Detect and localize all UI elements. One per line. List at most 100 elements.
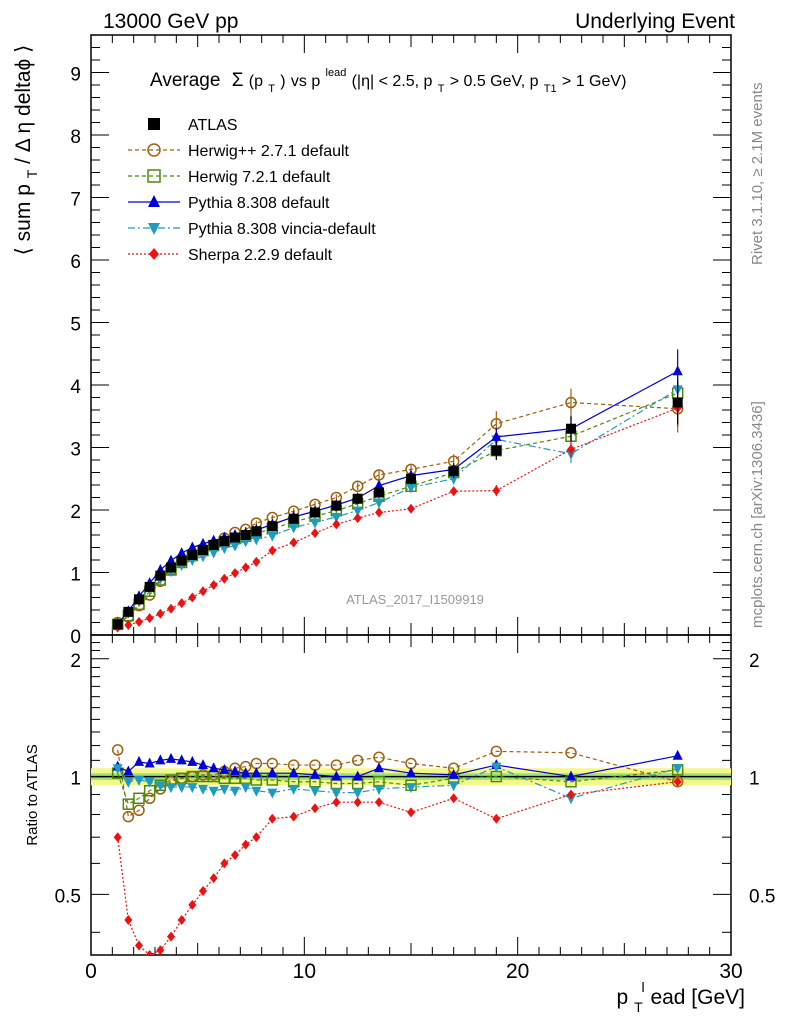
ratio-data-point [240, 783, 251, 794]
ratio-panel: 0.5 0.51 12 20 10 20 30 [55, 634, 775, 983]
data-point [267, 531, 278, 542]
data-point [155, 570, 166, 581]
data-point [166, 562, 176, 573]
data-point [230, 532, 240, 543]
main-y-tick-label: 3 [70, 440, 81, 461]
ratio-data-point [198, 759, 208, 770]
ratio-data-point [176, 783, 187, 794]
ratio-data-point [289, 811, 298, 822]
ratio-data-point [220, 858, 229, 869]
data-point [167, 603, 175, 614]
data-point [406, 473, 416, 484]
ratio-data-point [448, 781, 459, 792]
ratio-data-point [492, 813, 501, 824]
ratio-data-point [673, 776, 682, 787]
ratio-data-point [566, 770, 576, 781]
ratio-data-point [145, 950, 154, 955]
xlabel-sub: T [634, 999, 643, 1015]
main-y-tick-label: 6 [70, 252, 81, 273]
legend-label: ATLAS [188, 117, 238, 134]
legend-marker [147, 143, 161, 157]
ratio-data-point [407, 807, 415, 818]
data-point [351, 480, 364, 492]
ratio-data-point [134, 775, 144, 786]
ratio-data-point [310, 786, 320, 797]
data-point [251, 526, 262, 537]
data-point [144, 581, 155, 592]
ratio-series-line [117, 749, 678, 818]
data-point [449, 486, 458, 497]
data-point [491, 430, 502, 441]
legend-label: Herwig++ 2.7.1 default [188, 143, 350, 160]
ratio-data-point [672, 749, 683, 760]
ratio-data-point [449, 793, 458, 804]
legend-label: Pythia 8.308 default [188, 195, 330, 212]
ratio-data-point [311, 803, 319, 814]
data-point [208, 540, 219, 550]
data-point [220, 573, 229, 584]
mcplots-label: mcplots.cern.ch [arXiv:1306.3436] [749, 401, 766, 628]
ratio-data-point [112, 764, 123, 775]
data-point [310, 507, 320, 518]
main-y-tick-label: 5 [70, 315, 81, 336]
data-point [331, 512, 342, 523]
main-y-tick-label: 0 [70, 627, 81, 648]
ratio-data-point [134, 755, 144, 766]
data-point [374, 479, 384, 490]
main-y-axis-label: ⟨ sum p T / Δ η deltaϕ ⟩ [12, 45, 42, 256]
ratio-data-point [122, 810, 135, 823]
legend-label: Pythia 8.308 vincia-default [188, 221, 376, 238]
ratio-data-point [374, 784, 384, 795]
ratio-data-point [135, 940, 143, 951]
ratio-data-point [208, 786, 219, 797]
data-point [241, 562, 250, 573]
ratio-data-point [352, 770, 363, 781]
ratio-data-point [448, 768, 459, 779]
data-point [176, 547, 187, 558]
main-panel: 0 1 2 3 4 5 6 7 8 9 [70, 34, 732, 648]
data-point [187, 541, 198, 552]
title-t-sub: T [268, 83, 275, 95]
data-point [252, 556, 261, 567]
main-axis-ticks: 0 1 2 3 4 5 6 7 8 9 [70, 35, 732, 648]
ratio-data-point [231, 850, 239, 861]
ratio-data-point [267, 788, 278, 799]
data-point [352, 506, 363, 517]
data-point [209, 580, 218, 590]
ratio-data-point [230, 765, 240, 776]
title-cuts-c: > 1 GeV) [562, 73, 626, 90]
ratio-data-point [267, 767, 278, 778]
title-sigma: Σ [232, 70, 244, 91]
data-point [156, 608, 165, 619]
data-point [491, 445, 502, 456]
main-data-layer [111, 349, 684, 633]
ratio-series-sherpa-2-2-9-default [113, 776, 682, 955]
data-point [219, 544, 230, 555]
ratio-data-point [672, 764, 683, 775]
data-point [187, 550, 198, 560]
ratio-data-point [219, 763, 230, 774]
data-point [352, 493, 363, 504]
ratio-data-point [251, 786, 262, 797]
data-point [375, 507, 383, 518]
ratio-data-point [353, 797, 362, 808]
plot-title: Average Σ (p T ) vs p lead (|η| < 2.5, p… [150, 60, 626, 97]
legend-marker [149, 248, 159, 260]
series-line [117, 370, 678, 625]
main-y-tick-label: 8 [70, 127, 81, 148]
ratio-data-point [230, 786, 240, 797]
x-axis-label: p T l ead [GeV] [617, 974, 745, 1017]
title-cuts-a: (|η| < 2.5, p [352, 73, 433, 90]
ratio-data-point [167, 931, 175, 942]
data-point [353, 513, 362, 524]
title-cuts-b: > 0.5 GeV, p [450, 73, 539, 90]
ratio-data-point [177, 915, 186, 926]
ratio-series-pythia-8-308-default [112, 749, 683, 781]
ratio-data-point [375, 797, 383, 808]
ratio-data-point [332, 797, 341, 808]
data-point [331, 500, 342, 511]
ratio-y-tick-label-left: 1 [70, 769, 81, 790]
ratio-data-point [143, 792, 156, 805]
ratio-data-point [111, 744, 124, 756]
